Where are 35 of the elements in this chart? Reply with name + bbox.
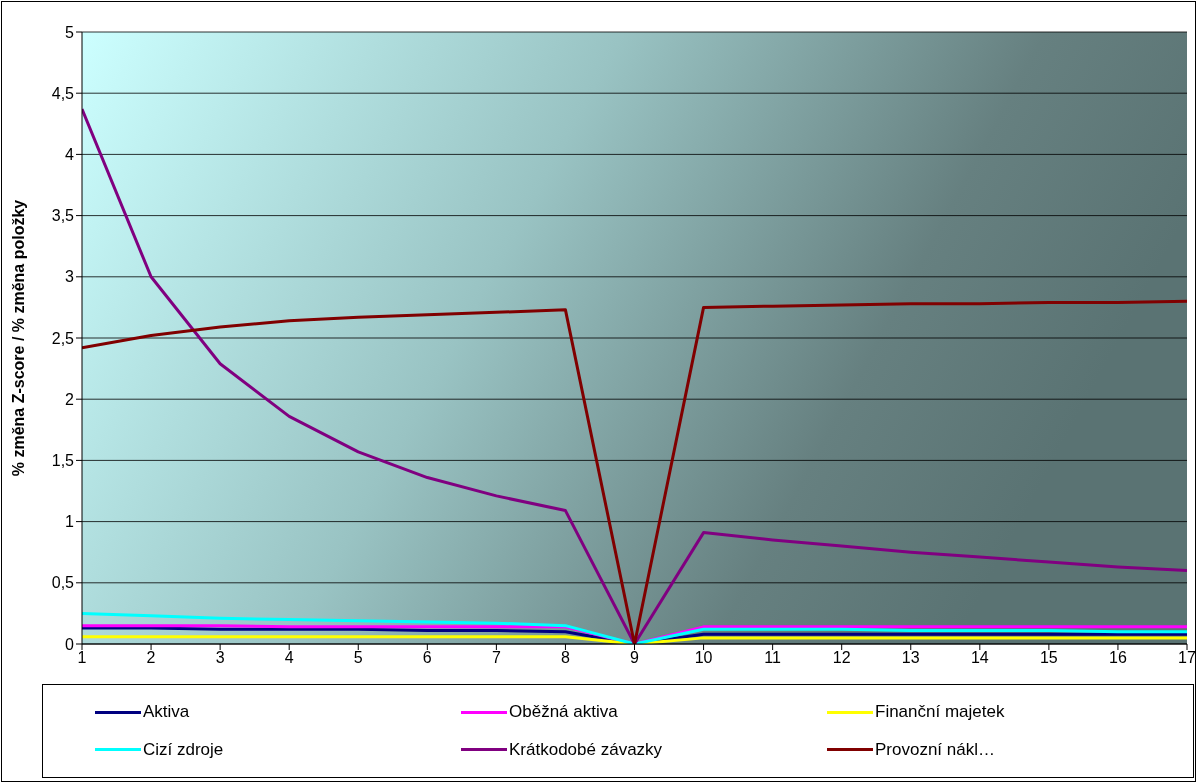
x-tick-label: 8 xyxy=(560,649,570,667)
y-tick-label: 0 xyxy=(65,635,75,653)
legend-label: Cizí zdroje xyxy=(143,739,224,760)
y-tick-label: 1,5 xyxy=(51,452,75,470)
x-tick-label: 6 xyxy=(422,649,432,667)
x-tick-label: 17 xyxy=(1178,649,1196,667)
y-tick-label: 0,5 xyxy=(51,574,75,592)
legend-label: Aktiva xyxy=(143,702,190,723)
y-tick-label: 1 xyxy=(65,513,75,531)
legend-label: Provozní nákl… xyxy=(875,739,995,760)
x-tick-label: 10 xyxy=(694,649,713,667)
x-tick-label: 1 xyxy=(77,649,87,667)
x-tick-label: 15 xyxy=(1039,649,1058,667)
x-tick-label: 13 xyxy=(901,649,920,667)
x-tick-label: 7 xyxy=(491,649,501,667)
y-tick-label: 3 xyxy=(65,268,75,286)
legend-label: Finanční majetek xyxy=(875,702,1005,723)
y-tick-label: 4 xyxy=(65,146,75,164)
x-tick-label: 2 xyxy=(146,649,156,667)
x-tick-label: 5 xyxy=(353,649,363,667)
x-tick-label: 14 xyxy=(970,649,989,667)
x-tick-label: 11 xyxy=(764,649,782,667)
x-tick-label: 16 xyxy=(1109,649,1127,667)
y-tick-label: 5 xyxy=(65,23,75,41)
y-axis-title: % změna Z-score / % změna položky xyxy=(9,199,27,477)
y-tick-label: 2,5 xyxy=(51,329,75,347)
x-tick-label: 3 xyxy=(215,649,225,667)
legend-label: Krátkodobé závazky xyxy=(509,739,663,760)
y-tick-label: 3,5 xyxy=(51,207,75,225)
legend-label: Oběžná aktiva xyxy=(509,702,618,723)
x-tick-label: 4 xyxy=(284,649,294,667)
x-tick-label: 12 xyxy=(832,649,851,667)
y-tick-label: 2 xyxy=(65,390,75,408)
x-tick-label: 9 xyxy=(630,649,640,667)
y-tick-label: 4,5 xyxy=(51,84,75,102)
